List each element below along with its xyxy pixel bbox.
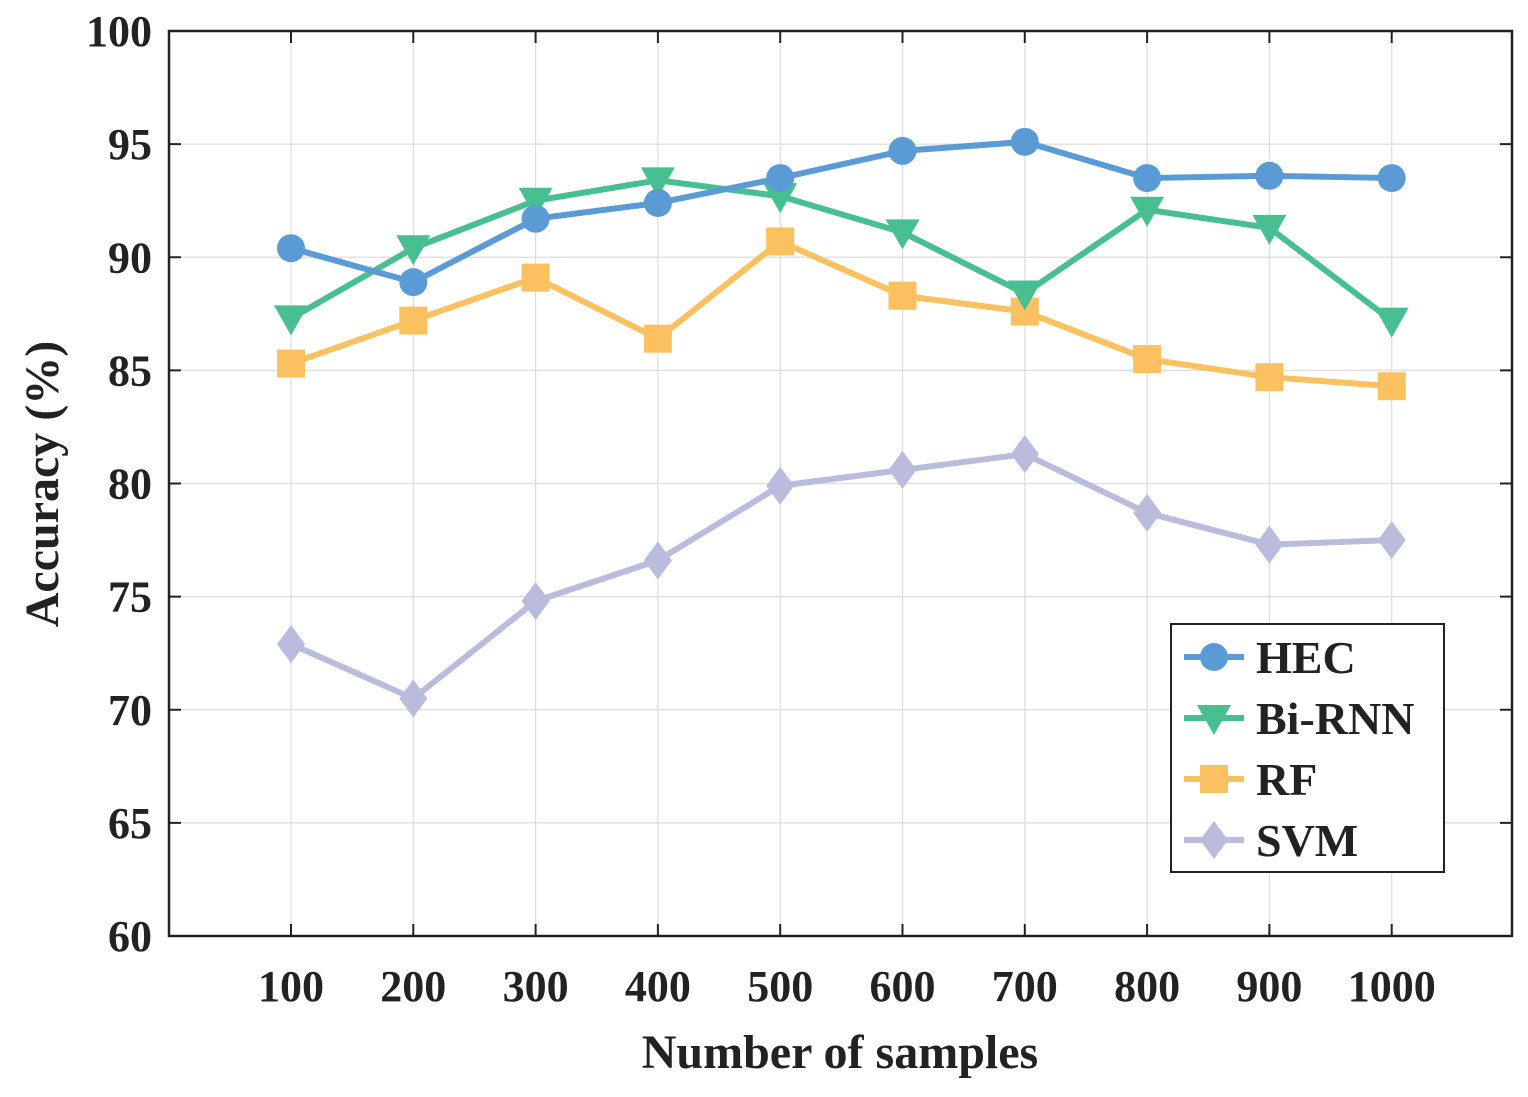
series-line-bi-rnn <box>289 177 1394 323</box>
data-point-rf <box>643 324 672 353</box>
data-point-rf <box>277 349 305 378</box>
data-point-bi-rnn <box>1130 196 1165 227</box>
y-tick-label: 65 <box>108 799 152 848</box>
data-point-rf <box>766 227 795 256</box>
x-tick-label: 600 <box>870 962 936 1011</box>
data-point-rf <box>399 306 428 335</box>
data-point-svm <box>1133 493 1162 532</box>
data-point-hec <box>277 234 305 263</box>
data-point-bi-rnn <box>763 183 798 214</box>
series-svm <box>277 435 1406 718</box>
x-tick-label: 700 <box>992 962 1058 1011</box>
series-line-svm <box>289 451 1392 702</box>
data-point-rf <box>1377 372 1406 401</box>
x-axis-title: Number of samples <box>642 1026 1038 1079</box>
legend-item-svm: SVM <box>1184 815 1358 866</box>
data-point-svm <box>399 679 428 718</box>
legend-marker-svm <box>1200 821 1228 859</box>
data-point-hec <box>643 188 672 217</box>
y-axis-title: Accuracy (%) <box>16 341 69 628</box>
data-point-svm <box>277 625 305 664</box>
data-point-bi-rnn <box>1007 280 1042 311</box>
data-point-svm <box>1010 435 1039 474</box>
y-tick-label: 90 <box>108 233 152 282</box>
series-hec <box>277 127 1406 297</box>
data-point-bi-rnn <box>1252 214 1287 245</box>
data-point-rf <box>1133 345 1162 374</box>
legend-label-svm: SVM <box>1256 815 1358 866</box>
series-group <box>274 127 1409 718</box>
x-tick-label: 300 <box>503 962 569 1011</box>
y-tick-label: 85 <box>108 346 152 395</box>
data-point-hec <box>766 164 795 193</box>
data-point-hec <box>399 268 428 297</box>
data-point-svm <box>1255 525 1284 564</box>
legend-marker-bi-rnn <box>1197 705 1231 735</box>
x-tick-label: 800 <box>1114 962 1180 1011</box>
data-point-svm <box>1377 521 1406 560</box>
data-point-svm <box>766 466 795 505</box>
x-tick-label: 200 <box>380 962 446 1011</box>
x-tick-label: 1000 <box>1348 962 1436 1011</box>
data-point-bi-rnn <box>1374 307 1409 338</box>
legend-item-hec: HEC <box>1184 632 1356 683</box>
y-tick-label: 100 <box>86 7 152 56</box>
y-tick-label: 70 <box>108 686 152 735</box>
y-tick-label: 60 <box>108 912 152 961</box>
legend-marker-hec <box>1200 643 1228 671</box>
data-point-rf <box>521 263 550 292</box>
data-point-hec <box>888 136 917 165</box>
series-line-rf <box>290 238 1392 390</box>
series-line-hec <box>290 138 1392 286</box>
legend: HEC Bi-RNN RF SVM <box>1170 623 1445 873</box>
legend-item-bi-rnn: Bi-RNN <box>1184 693 1414 744</box>
legend-marker-rf <box>1200 765 1228 793</box>
data-point-svm <box>521 582 550 621</box>
data-point-bi-rnn <box>518 187 553 218</box>
data-point-rf <box>888 281 917 310</box>
data-point-hec <box>1377 164 1406 193</box>
x-tick-label: 900 <box>1236 962 1302 1011</box>
legend-label-hec: HEC <box>1256 632 1356 683</box>
legend-item-rf: RF <box>1184 754 1317 805</box>
data-point-hec <box>521 204 550 233</box>
axis-ticks: 100 200 300 400 500 600 700 800 900 1000 60 65 70 75 8… <box>86 7 1512 1011</box>
data-point-bi-rnn <box>274 305 308 336</box>
data-point-svm <box>643 541 672 580</box>
y-tick-label: 80 <box>108 460 152 509</box>
y-tick-label: 95 <box>108 120 152 169</box>
x-tick-label: 500 <box>747 962 813 1011</box>
series-rf <box>277 227 1406 401</box>
data-point-bi-rnn <box>640 167 675 198</box>
data-point-hec <box>1133 164 1162 193</box>
y-tick-label: 75 <box>108 573 152 622</box>
series-bi-rnn <box>274 167 1409 338</box>
x-tick-label: 100 <box>258 962 324 1011</box>
data-point-bi-rnn <box>885 219 920 250</box>
x-tick-label: 400 <box>625 962 691 1011</box>
data-point-hec <box>1010 127 1039 156</box>
legend-label-bi-rnn: Bi-RNN <box>1256 693 1414 744</box>
legend-label-rf: RF <box>1256 754 1317 805</box>
data-point-svm <box>888 450 917 489</box>
data-point-hec <box>1255 161 1284 190</box>
data-point-rf <box>1255 363 1284 392</box>
data-point-bi-rnn <box>396 235 431 266</box>
